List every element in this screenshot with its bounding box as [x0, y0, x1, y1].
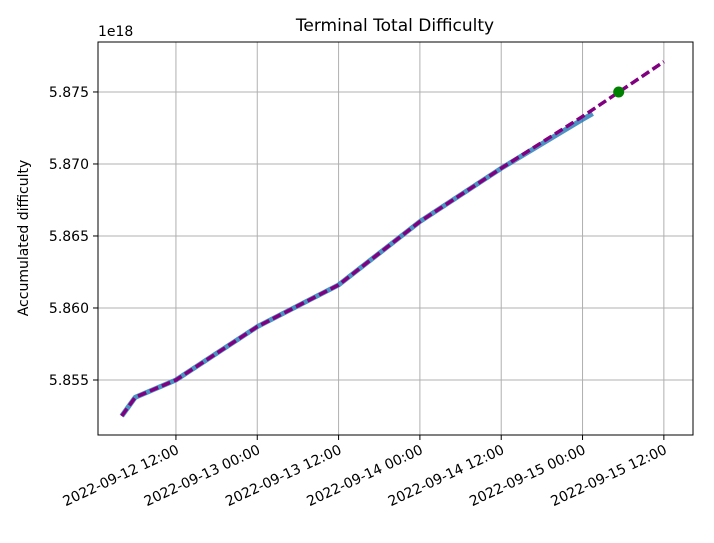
line [120, 60, 665, 418]
y-tick-label: 5.875 [49, 85, 89, 101]
chart-title: Terminal Total Difficulty [295, 16, 494, 36]
point [613, 86, 625, 98]
offset-text: 1e18 [98, 24, 133, 40]
y-tick-label: 5.860 [49, 301, 89, 317]
plot-frame [97, 41, 694, 436]
y-tick-label: 5.870 [49, 157, 89, 173]
y-tick-label: 5.855 [49, 373, 89, 389]
y-tick-label: 5.865 [49, 229, 89, 245]
y-axis-label: Accumulated difficulty [16, 160, 32, 317]
